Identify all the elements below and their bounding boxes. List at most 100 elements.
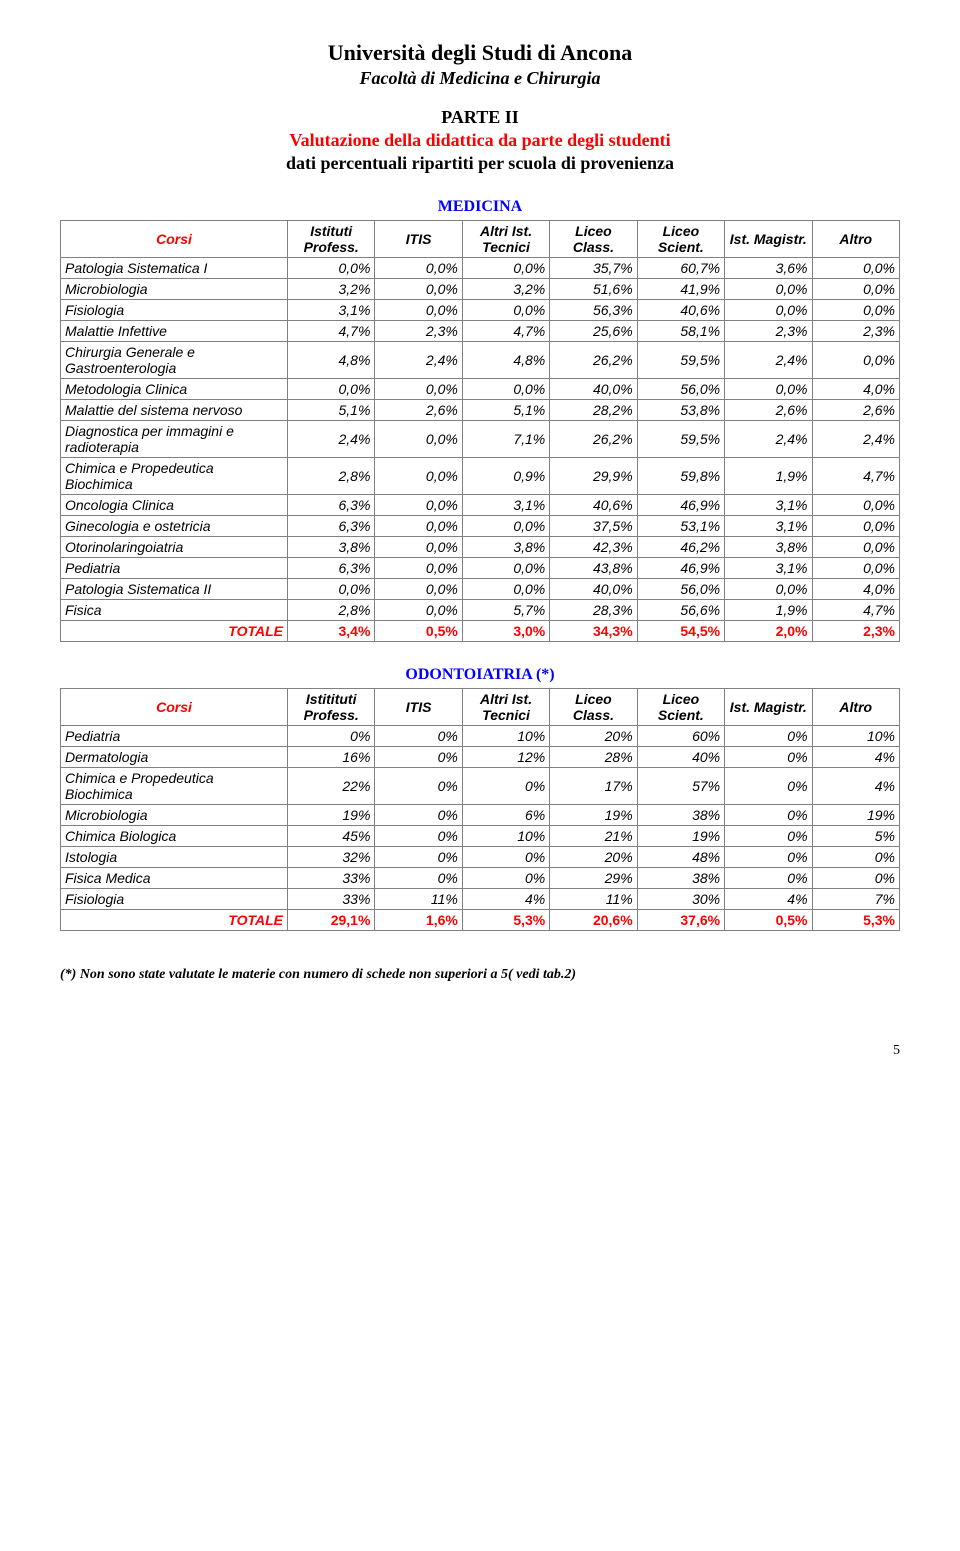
total-label: TOTALE — [61, 621, 288, 642]
table-row: Patologia Sistematica II0,0%0,0%0,0%40,0… — [61, 579, 900, 600]
cell-value: 0% — [375, 747, 462, 768]
total-label: TOTALE — [61, 910, 288, 931]
cell-value: 0,0% — [287, 379, 374, 400]
table-row: Chimica e Propedeutica Biochimica22%0%0%… — [61, 768, 900, 805]
cell-value: 2,4% — [375, 342, 462, 379]
col-istitituti: Istitituti Profess. — [287, 689, 374, 726]
cell-value: 17% — [550, 768, 637, 805]
cell-value: 11% — [375, 889, 462, 910]
total-value: 5,3% — [812, 910, 899, 931]
medicina-label: MEDICINA — [60, 198, 900, 216]
cell-value: 2,4% — [725, 342, 812, 379]
cell-value: 0,0% — [462, 379, 549, 400]
cell-value: 29,9% — [550, 458, 637, 495]
cell-value: 19% — [812, 805, 899, 826]
cell-value: 4,7% — [462, 321, 549, 342]
cell-value: 0,0% — [462, 579, 549, 600]
cell-value: 37,5% — [550, 516, 637, 537]
row-label: Dermatologia — [61, 747, 288, 768]
cell-value: 4% — [812, 747, 899, 768]
cell-value: 46,2% — [637, 537, 724, 558]
page-number: 5 — [60, 1043, 900, 1059]
cell-value: 2,3% — [725, 321, 812, 342]
table-row: Chimica Biologica45%0%10%21%19%0%5% — [61, 826, 900, 847]
col-itis: ITIS — [375, 221, 462, 258]
cell-value: 57% — [637, 768, 724, 805]
cell-value: 0% — [725, 768, 812, 805]
total-value: 20,6% — [550, 910, 637, 931]
cell-value: 2,3% — [375, 321, 462, 342]
cell-value: 0,0% — [725, 379, 812, 400]
cell-value: 0% — [725, 826, 812, 847]
cell-value: 3,1% — [725, 558, 812, 579]
col-altri: Altri Ist. Tecnici — [462, 689, 549, 726]
cell-value: 0,0% — [375, 495, 462, 516]
cell-value: 4,0% — [812, 379, 899, 400]
cell-value: 10% — [462, 826, 549, 847]
cell-value: 7% — [812, 889, 899, 910]
evaluation-title: Valutazione della didattica da parte deg… — [60, 130, 900, 151]
row-label: Patologia Sistematica II — [61, 579, 288, 600]
cell-value: 0,0% — [812, 516, 899, 537]
cell-value: 0,0% — [375, 279, 462, 300]
cell-value: 2,6% — [812, 400, 899, 421]
cell-value: 0,0% — [375, 516, 462, 537]
row-label: Chirurgia Generale e Gastroenterologia — [61, 342, 288, 379]
cell-value: 4% — [462, 889, 549, 910]
table-row: Malattie del sistema nervoso5,1%2,6%5,1%… — [61, 400, 900, 421]
cell-value: 3,6% — [725, 258, 812, 279]
cell-value: 28% — [550, 747, 637, 768]
cell-value: 30% — [637, 889, 724, 910]
cell-value: 59,5% — [637, 342, 724, 379]
table-row: Oncologia Clinica6,3%0,0%3,1%40,6%46,9%3… — [61, 495, 900, 516]
cell-value: 42,3% — [550, 537, 637, 558]
cell-value: 45% — [287, 826, 374, 847]
col-altro: Altro — [812, 221, 899, 258]
cell-value: 16% — [287, 747, 374, 768]
table-row: Chimica e Propedeutica Biochimica2,8%0,0… — [61, 458, 900, 495]
cell-value: 3,2% — [462, 279, 549, 300]
total-value: 3,4% — [287, 621, 374, 642]
row-label: Fisiologia — [61, 300, 288, 321]
cell-value: 0% — [812, 868, 899, 889]
total-value: 34,3% — [550, 621, 637, 642]
row-label: Oncologia Clinica — [61, 495, 288, 516]
cell-value: 0,0% — [375, 379, 462, 400]
cell-value: 4,7% — [812, 458, 899, 495]
odontoiatria-table: Corsi Istitituti Profess. ITIS Altri Ist… — [60, 688, 900, 931]
table-row: Patologia Sistematica I0,0%0,0%0,0%35,7%… — [61, 258, 900, 279]
cell-value: 4% — [812, 768, 899, 805]
cell-value: 0,0% — [812, 300, 899, 321]
cell-value: 3,1% — [725, 516, 812, 537]
cell-value: 0,0% — [462, 558, 549, 579]
col-itis: ITIS — [375, 689, 462, 726]
part-label: PARTE II — [60, 107, 900, 128]
cell-value: 60,7% — [637, 258, 724, 279]
col-ist-magistr: Ist. Magistr. — [725, 689, 812, 726]
cell-value: 0,0% — [462, 516, 549, 537]
cell-value: 6,3% — [287, 558, 374, 579]
row-label: Chimica e Propedeutica Biochimica — [61, 458, 288, 495]
cell-value: 5% — [812, 826, 899, 847]
col-istituti: Istituti Profess. — [287, 221, 374, 258]
cell-value: 38% — [637, 805, 724, 826]
col-corsi: Corsi — [61, 221, 288, 258]
table-row: Ginecologia e ostetricia6,3%0,0%0,0%37,5… — [61, 516, 900, 537]
cell-value: 2,3% — [812, 321, 899, 342]
cell-value: 25,6% — [550, 321, 637, 342]
cell-value: 58,1% — [637, 321, 724, 342]
col-altro: Altro — [812, 689, 899, 726]
cell-value: 40% — [637, 747, 724, 768]
cell-value: 2,6% — [375, 400, 462, 421]
row-label: Pediatria — [61, 558, 288, 579]
table-row: Chirurgia Generale e Gastroenterologia 4,… — [61, 342, 900, 379]
cell-value: 0% — [462, 768, 549, 805]
cell-value: 29% — [550, 868, 637, 889]
cell-value: 4,8% — [462, 342, 549, 379]
cell-value: 19% — [550, 805, 637, 826]
total-value: 0,5% — [725, 910, 812, 931]
col-liceo-scient: Liceo Scient. — [637, 689, 724, 726]
cell-value: 3,1% — [462, 495, 549, 516]
row-label: Malattie del sistema nervoso — [61, 400, 288, 421]
cell-value: 0,0% — [375, 258, 462, 279]
